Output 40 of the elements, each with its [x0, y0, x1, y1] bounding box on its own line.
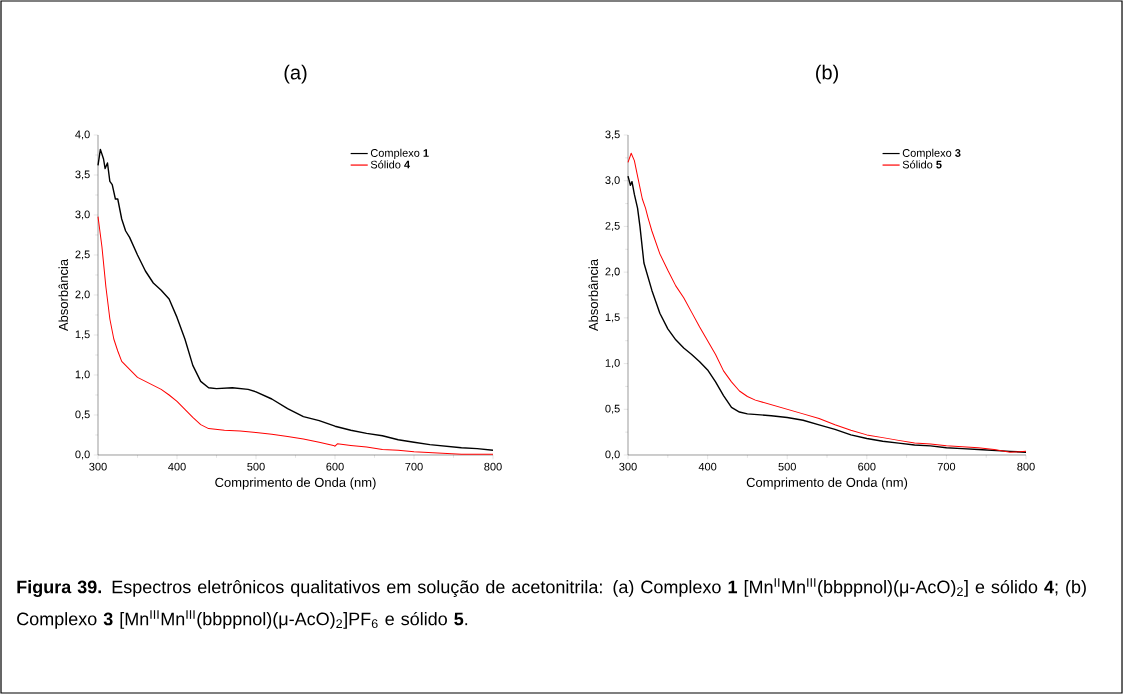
chart-title: (b): [816, 64, 838, 84]
y-tick-label: 3,0: [605, 176, 620, 186]
y-tick-label: 3,5: [605, 130, 620, 140]
y-tick-label: 1,5: [75, 330, 90, 340]
x-tick-label: 700: [937, 462, 956, 471]
x-tick-label: 300: [619, 462, 637, 471]
y-tick-label: 1,0: [75, 370, 90, 380]
x-tick-label: 500: [247, 462, 265, 471]
x-tick-label: 400: [168, 462, 186, 471]
x-tick-label: 600: [858, 462, 876, 471]
y-tick-label: 4,0: [75, 130, 90, 140]
y-tick-label: 1,5: [605, 313, 620, 323]
x-tick-label: 600: [326, 462, 344, 471]
x-tick-label: 400: [698, 462, 717, 471]
x-tick-label: 800: [484, 462, 502, 471]
y-tick-label: 2,5: [605, 221, 620, 231]
x-axis-title: Comprimento de Onda (nm): [746, 477, 908, 490]
x-tick-label: 300: [89, 462, 107, 471]
y-tick-label: 0,5: [75, 410, 90, 420]
y-tick-label: 0,0: [605, 450, 620, 460]
chart-title: (a): [284, 64, 307, 84]
x-tick-label: 500: [778, 462, 796, 471]
legend-label: Sólido 5: [902, 160, 942, 169]
text: Figura 39. Espectros eletrônicos qualitativos em solução de acetonitrila: (a) Complexo 1 [Mn$^{II}$Mn$^{III}$(bbppnol)(μ-AcO)$_{2}$] e sólido 4; (b) Complexo 3 [Mn$^{III}$Mn$^{III}$(bbppnol)(μ-AcO)$_{2}$]PF$_{6}$ e sólido 5.: [17, 578, 1086, 629]
y-axis-title: Absorbância: [588, 258, 599, 332]
legend-label: Sólido 4: [370, 160, 411, 169]
y-tick-label: 2,0: [605, 267, 620, 277]
y-tick-label: 1,0: [605, 359, 620, 369]
y-tick-label: 3,0: [75, 210, 90, 220]
y-tick-label: 0,5: [605, 404, 620, 414]
y-tick-label: 3,5: [75, 170, 90, 180]
y-tick-label: 0,0: [75, 450, 90, 460]
x-tick-label: 700: [405, 462, 423, 471]
legend-label: Complexo 1: [370, 148, 429, 160]
x-axis-title: Comprimento de Onda (nm): [215, 477, 376, 490]
y-tick-label: 2,5: [75, 250, 90, 260]
x-tick-label: 800: [1017, 462, 1035, 471]
y-axis-title: Absorbância: [58, 258, 69, 332]
legend-label: Complexo 3: [902, 148, 961, 160]
y-tick-label: 2,0: [75, 290, 90, 300]
